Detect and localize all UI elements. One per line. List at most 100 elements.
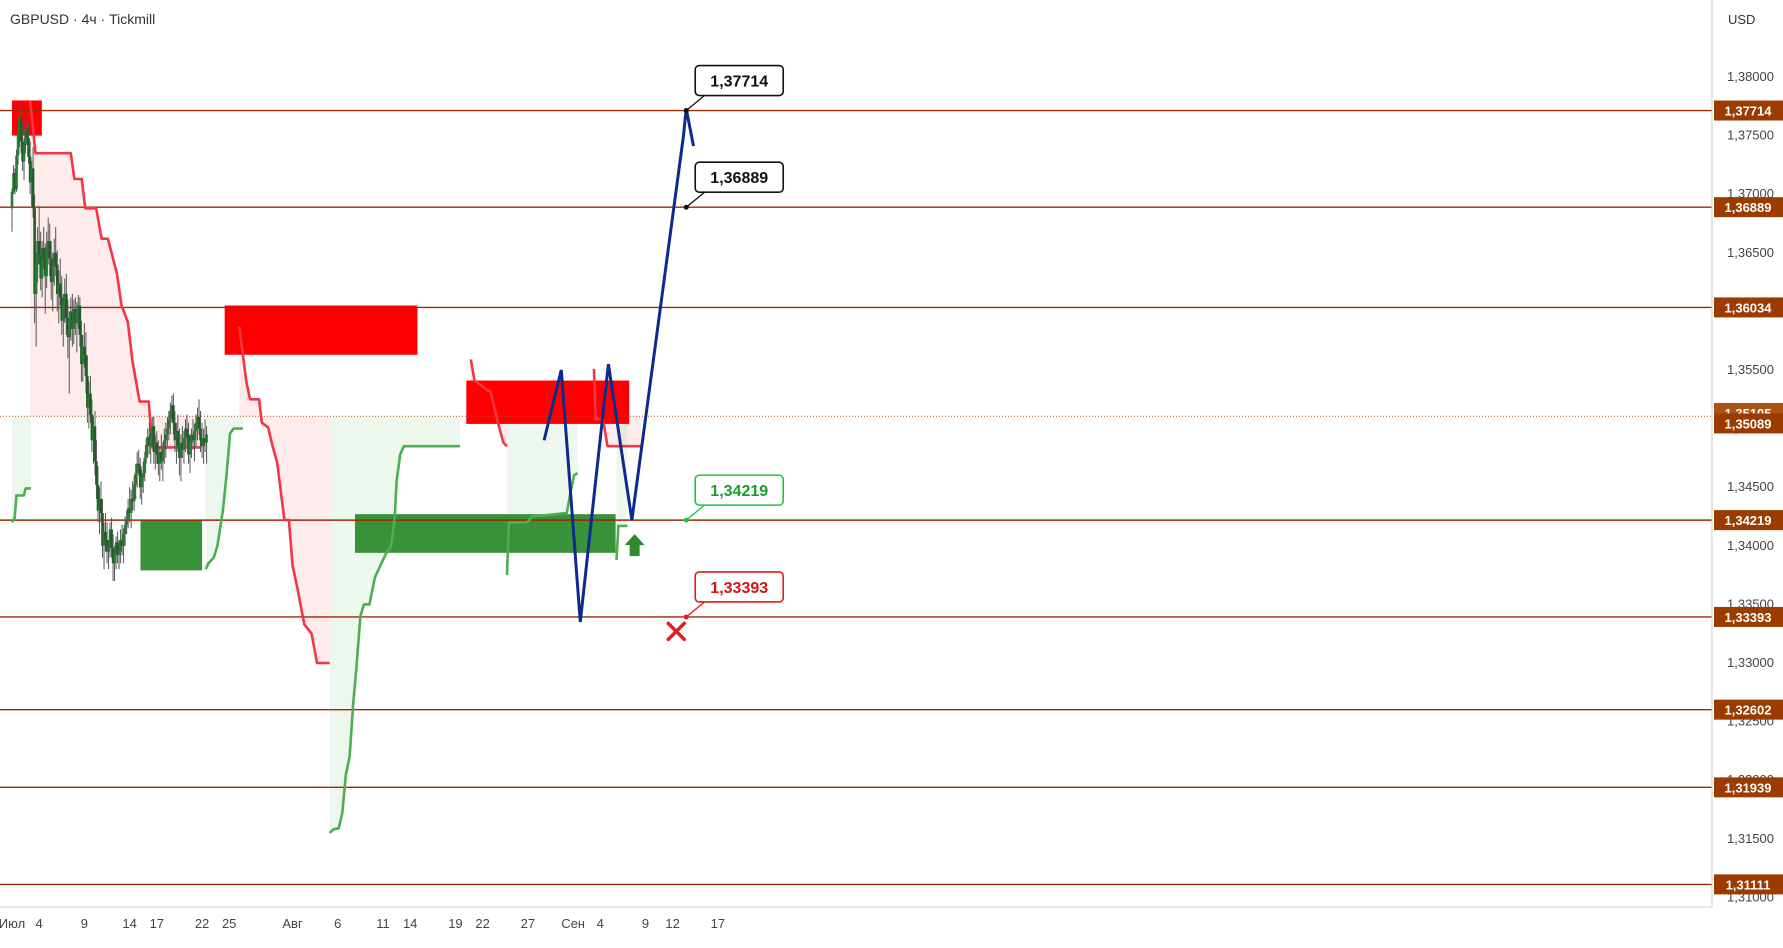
candle-body	[123, 524, 127, 535]
level-price-badge	[1714, 606, 1783, 627]
level-price-badge	[1714, 874, 1783, 895]
candle-body	[98, 498, 101, 511]
callout-box[interactable]	[694, 64, 785, 97]
candle-body	[33, 208, 36, 294]
time-tick-label: 22	[195, 916, 209, 931]
price-tick-label: 1,34500	[1727, 479, 1774, 494]
price-tick-label: 1,37500	[1727, 128, 1774, 143]
annotations-layer: 1,37714 1,36889 1,34219 1,33393	[683, 64, 785, 620]
candle-body	[164, 434, 168, 441]
candle-body	[111, 548, 115, 564]
candle-body	[105, 539, 109, 552]
supertrend-down-line	[28, 100, 202, 449]
candle-body	[200, 440, 204, 447]
candle-body	[36, 241, 39, 265]
time-tick-label: 14	[403, 916, 417, 931]
candle-body	[28, 156, 32, 183]
supertrend-fill-band	[329, 416, 460, 833]
candle-body	[78, 305, 82, 335]
time-tick-label: 14	[122, 916, 136, 931]
candle-body	[24, 129, 27, 145]
candle-body	[175, 430, 178, 441]
candle-body	[108, 529, 112, 546]
candle-body	[102, 531, 106, 546]
level-price-badge-label: 1,36889	[1725, 200, 1772, 215]
time-tick-label: Июл	[0, 916, 25, 931]
currency-label[interactable]: USD	[1728, 12, 1755, 27]
candle-body	[27, 137, 30, 157]
candle-body	[101, 512, 104, 546]
support-zone	[140, 520, 203, 571]
candle-body	[197, 416, 201, 429]
candle-body	[193, 430, 196, 441]
candle-body	[77, 305, 80, 312]
level-price-badge-label: 1,31111	[1726, 877, 1771, 892]
candle-body	[96, 484, 100, 511]
candle-body	[25, 129, 29, 138]
supertrend-up-line	[615, 524, 628, 560]
time-axis[interactable]: Июл 4 9 14 17 22 25 Авг 6 11 14 19 22 27 Сен 4 9 12 17	[0, 906, 1783, 943]
candle-body	[39, 255, 42, 279]
time-tick-label: 9	[81, 916, 88, 931]
forecast-layer	[542, 108, 695, 642]
candle-body	[92, 426, 95, 441]
time-tick-label: 6	[334, 916, 341, 931]
candle-body	[18, 116, 21, 134]
candle-body	[45, 246, 48, 277]
candle-body	[65, 293, 68, 319]
callout-box[interactable]	[694, 571, 785, 603]
candle-body	[48, 241, 52, 259]
candle-body	[119, 539, 122, 552]
candle-body	[93, 426, 97, 462]
level-price-badge	[1714, 197, 1783, 218]
candle-body	[146, 436, 150, 446]
candle-body	[173, 422, 177, 441]
candle-body	[190, 434, 193, 443]
callout-label: 1,36889	[710, 170, 768, 187]
time-tick-label: 12	[665, 916, 679, 931]
time-tick-label: 22	[475, 916, 489, 931]
candle-body	[157, 454, 160, 464]
callout-box[interactable]	[694, 474, 785, 506]
supertrend-fill-band	[30, 100, 202, 448]
candle-body	[69, 311, 73, 321]
candle-body	[153, 442, 157, 453]
candle-body	[60, 297, 64, 321]
supertrend-up-line	[328, 444, 460, 834]
candle-body	[135, 463, 139, 474]
candle-body	[202, 437, 205, 447]
candle-body	[81, 346, 85, 365]
candle-body	[67, 320, 71, 338]
candle-body	[90, 414, 94, 441]
candle-body	[104, 531, 107, 540]
supertrend-up-line	[204, 427, 243, 570]
supertrend-down-line	[469, 359, 508, 448]
level-price-badge	[1714, 100, 1783, 121]
candle-body	[181, 442, 184, 450]
candle-body	[179, 442, 183, 458]
time-tick-label: 9	[642, 916, 649, 931]
candle-body	[52, 252, 56, 267]
candle-body	[125, 520, 128, 525]
candle-body	[203, 437, 207, 443]
candle-body	[140, 477, 143, 488]
supertrend-fill-band	[12, 416, 31, 523]
candle-body	[12, 173, 15, 192]
candle-body	[54, 252, 58, 265]
target-arrow-up-icon	[624, 534, 645, 557]
callout-box[interactable]	[694, 161, 785, 194]
candle-body	[199, 428, 202, 441]
price-axis[interactable]: 1,380001,375001,370001,365001,360001,355…	[1711, 0, 1783, 943]
candle-body	[113, 555, 116, 564]
candle-body	[176, 430, 180, 447]
zones-layer	[12, 100, 641, 833]
second-price-badge	[1714, 413, 1783, 434]
time-tick-label: Сен	[561, 916, 585, 931]
candle-body	[40, 248, 44, 279]
candle-body	[57, 283, 61, 294]
candle-body	[114, 542, 118, 556]
candle-body	[110, 529, 113, 549]
candle-body	[149, 434, 153, 447]
candle-body	[49, 258, 53, 283]
